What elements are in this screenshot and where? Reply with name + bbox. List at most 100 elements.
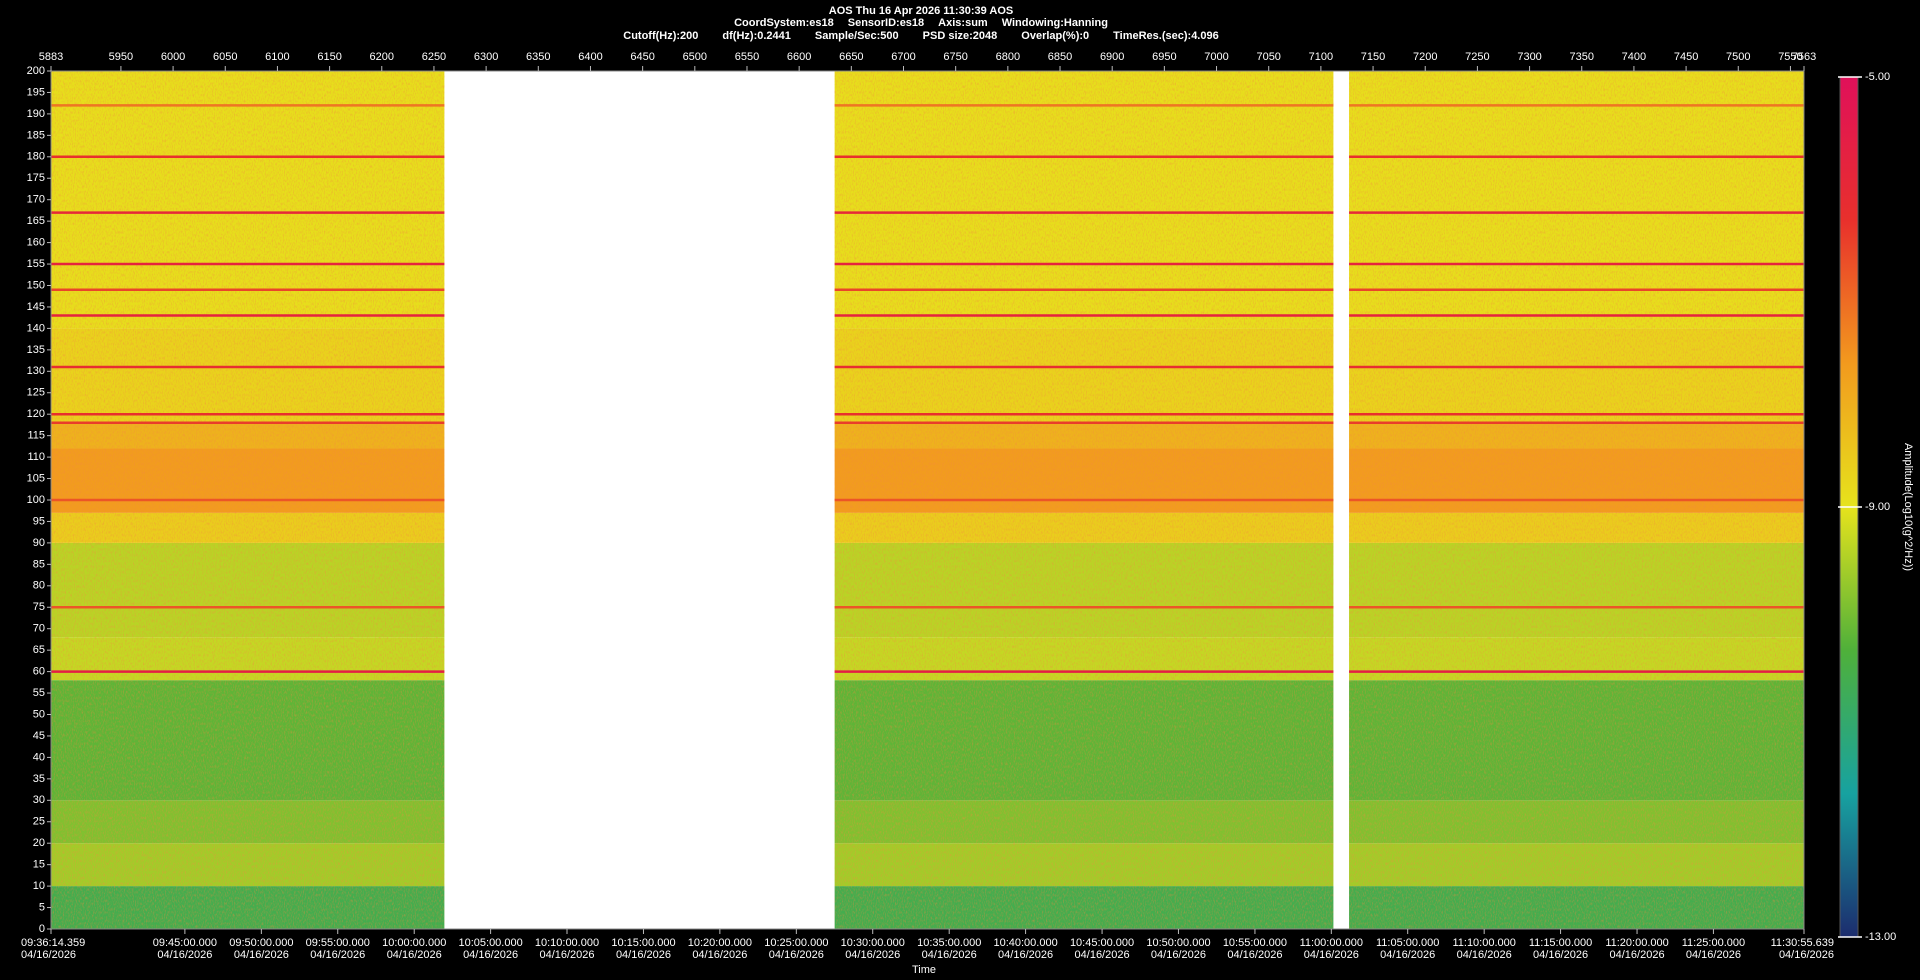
x-tick-label: 6100 [265, 51, 289, 63]
x-tick-label: 6900 [1100, 51, 1124, 63]
x-tick-label: 6000 [161, 51, 185, 63]
x2-tick-date: 04/16/2026 [539, 949, 594, 961]
x-tick-label: 6650 [839, 51, 863, 63]
chart-title: AOS Thu 16 Apr 2026 11:30:39 AOS [829, 5, 1013, 17]
settings-item: Cutoff(Hz):200 [623, 30, 698, 42]
y-tick-label: 60 [33, 666, 45, 678]
subtitle-item: Axis:sum [938, 17, 988, 29]
x2-tick-date: 04/16/2026 [692, 949, 747, 961]
y-tick-label: 140 [27, 322, 45, 334]
x2-tick-date: 04/16/2026 [1075, 949, 1130, 961]
y-tick-label: 155 [27, 258, 45, 270]
x-tick-label: 6550 [735, 51, 759, 63]
x2-tick-date: 04/16/2026 [1380, 949, 1435, 961]
y-tick-label: 15 [33, 859, 45, 871]
x2-tick-date: 04/16/2026 [234, 949, 289, 961]
x2-tick-label: 10:55:00.000 [1223, 937, 1287, 949]
x2-tick-label: 10:30:00.000 [841, 937, 905, 949]
y-tick-label: 50 [33, 708, 45, 720]
x-tick-label: 6700 [891, 51, 915, 63]
x-tick-label: 7550 [1778, 51, 1802, 63]
y-tick-label: 160 [27, 237, 45, 249]
x-tick-label: 6750 [943, 51, 967, 63]
x2-tick-date: 04/16/2026 [1151, 949, 1206, 961]
y-tick-label: 200 [27, 65, 45, 77]
x2-tick-date: 04/16/2026 [157, 949, 212, 961]
x-tick-label: 6350 [526, 51, 550, 63]
settings-item: Sample/Sec:500 [815, 30, 899, 42]
x2-tick-label: 10:25:00.000 [764, 937, 828, 949]
y-tick-label: 65 [33, 644, 45, 656]
y-tick-label: 130 [27, 365, 45, 377]
x-tick-label: 7350 [1570, 51, 1594, 63]
y-tick-label: 5 [39, 901, 45, 913]
y-tick-label: 25 [33, 816, 45, 828]
x-tick-label: 7500 [1726, 51, 1750, 63]
y-tick-label: 45 [33, 730, 45, 742]
colorbar-tick-label: -13.00 [1865, 931, 1896, 943]
y-tick-label: 145 [27, 301, 45, 313]
x-tick-label: 7200 [1413, 51, 1437, 63]
x-tick-label: 6450 [630, 51, 654, 63]
x2-tick-label: 09:36:14.359 [21, 937, 85, 949]
y-tick-label: 95 [33, 515, 45, 527]
settings-item: TimeRes.(sec):4.096 [1113, 30, 1219, 42]
y-tick-label: 105 [27, 472, 45, 484]
y-tick-label: 165 [27, 215, 45, 227]
x2-tick-label: 10:50:00.000 [1146, 937, 1210, 949]
x2-tick-label: 11:00:00.000 [1300, 937, 1363, 949]
x2-tick-date: 04/16/2026 [310, 949, 365, 961]
x2-tick-label: 10:20:00.000 [688, 937, 752, 949]
y-tick-label: 55 [33, 687, 45, 699]
x2-tick-label: 09:50:00.000 [229, 937, 293, 949]
x-tick-label: 6250 [422, 51, 446, 63]
y-tick-label: 190 [27, 108, 45, 120]
y-tick-label: 85 [33, 558, 45, 570]
y-tick-label: 75 [33, 601, 45, 613]
y-tick-label: 10 [33, 880, 45, 892]
y-tick-label: 195 [27, 86, 45, 98]
y-tick-label: 180 [27, 151, 45, 163]
x-tick-label: 6950 [1152, 51, 1176, 63]
x2-tick-label: 10:00:00.000 [382, 937, 446, 949]
y-tick-label: 110 [27, 451, 45, 463]
x2-tick-label: 11:30:55.639 [1771, 937, 1834, 949]
x2-tick-label: 10:05:00.000 [458, 937, 522, 949]
y-tick-label: 20 [33, 837, 45, 849]
x-tick-label: 5950 [109, 51, 133, 63]
x2-tick-label: 10:40:00.000 [993, 937, 1057, 949]
x-tick-label: 6500 [683, 51, 707, 63]
x-tick-label: 6800 [996, 51, 1020, 63]
x-tick-label: 6300 [474, 51, 498, 63]
subtitle: CoordSystem:es18 SensorID:es18 Axis:sum Win… [734, 17, 1108, 29]
colorbar-label: Amplitude(Log10(g^2/Hz)) [1902, 443, 1914, 571]
x-tick-label: 7250 [1465, 51, 1489, 63]
subtitle-item: CoordSystem:es18 [734, 17, 834, 29]
y-tick-label: 115 [27, 430, 45, 442]
y-tick-label: 125 [27, 387, 45, 399]
x2-tick-label: 11:20:00.000 [1605, 937, 1668, 949]
x2-tick-date: 04/16/2026 [1779, 949, 1834, 961]
x-tick-label: 6150 [317, 51, 341, 63]
x-tick-label: 6400 [578, 51, 602, 63]
subtitle-item: SensorID:es18 [848, 17, 924, 29]
subtitle-item: Windowing:Hanning [1002, 17, 1108, 29]
settings-line: Cutoff(Hz):200 df(Hz):0.2441 Sample/Sec:50… [623, 30, 1218, 42]
x2-tick-label: 10:45:00.000 [1070, 937, 1134, 949]
x2-tick-date: 04/16/2026 [463, 949, 518, 961]
x-tick-label: 7300 [1517, 51, 1541, 63]
x-tick-label: 5883 [39, 51, 63, 63]
x2-tick-date: 04/16/2026 [1610, 949, 1665, 961]
x2-tick-label: 11:10:00.000 [1452, 937, 1515, 949]
x2-tick-date: 04/16/2026 [616, 949, 671, 961]
x-tick-label: 7563 [1792, 51, 1816, 63]
x2-tick-label: 10:35:00.000 [917, 937, 981, 949]
x2-tick-date: 04/16/2026 [1533, 949, 1588, 961]
y-tick-label: 150 [27, 279, 45, 291]
y-tick-label: 170 [27, 194, 45, 206]
x2-tick-date: 04/16/2026 [21, 949, 76, 961]
x2-tick-label: 09:45:00.000 [153, 937, 217, 949]
y-tick-label: 0 [39, 923, 45, 935]
x2-tick-label: 11:25:00.000 [1682, 937, 1745, 949]
x-tick-label: 7150 [1361, 51, 1385, 63]
